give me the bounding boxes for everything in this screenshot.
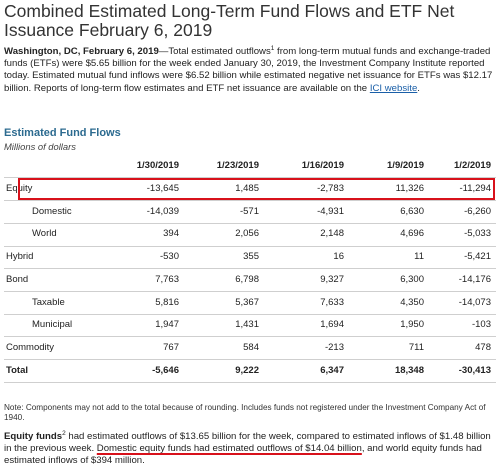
row-label: Bond	[6, 273, 29, 285]
table-cell: 16	[333, 251, 344, 263]
table-cell: 584	[243, 341, 259, 353]
table-note: Note: Components may not add to the tota…	[4, 403, 486, 422]
table-cell: -5,033	[464, 228, 491, 240]
table-cell: -5,421	[464, 251, 491, 263]
table-row: Commodity 767 584 -213 711 478	[4, 337, 496, 359]
table-cell: 394	[163, 228, 179, 240]
intro-text-2: from long-term mutual funds and exchange…	[4, 46, 493, 94]
table-cell: -14,073	[458, 296, 491, 308]
row-divider	[4, 359, 496, 361]
column-header: 1/23/2019	[216, 160, 259, 171]
table-row: Hybrid -530 355 16 11 -5,421	[4, 246, 496, 268]
footnote-mark-2: 2	[62, 429, 66, 437]
intro-paragraph: Washington, DC, February 6, 2019—Total e…	[4, 44, 498, 95]
table-cell: 2,056	[235, 228, 259, 240]
column-header: 1/30/2019	[136, 160, 179, 171]
table-cell: 1,485	[235, 183, 259, 194]
table-cell: -2,783	[317, 183, 344, 194]
table-cell: 1,947	[155, 319, 179, 331]
intro-text-1: —Total estimated outflows	[158, 46, 271, 57]
table-cell: -11,294	[459, 183, 491, 194]
table-cell: -14,176	[458, 273, 491, 285]
row-label: Total	[6, 364, 28, 376]
table-cell: -103	[471, 319, 491, 331]
equity-funds-paragraph: Equity funds2 had estimated outflows of …	[4, 429, 498, 468]
table-cell: -5,646	[152, 364, 179, 376]
table-cell: 9,222	[235, 364, 259, 376]
row-divider	[4, 268, 496, 270]
table-cell: 6,347	[320, 364, 344, 376]
table-cell: 1,694	[320, 319, 344, 331]
table-cell: 11,326	[395, 183, 424, 194]
domestic-equity-highlight: Domestic equity funds had estimated outf…	[96, 443, 362, 455]
page-title: Combined Estimated Long-Term Fund Flows …	[4, 1, 455, 40]
equity-text-2: , and world equity funds had estimated i…	[4, 443, 482, 467]
table-cell: 7,633	[320, 296, 344, 308]
equity-funds-lead: Equity funds	[4, 431, 63, 442]
table-cell: -6,260	[464, 205, 491, 217]
row-divider	[4, 245, 496, 247]
row-divider	[4, 200, 496, 202]
table-divider	[4, 177, 496, 178]
table-cell: -571	[239, 205, 259, 217]
table-cell: 4,696	[400, 228, 424, 240]
footnote-mark-1: 1	[270, 44, 275, 52]
row-divider	[4, 336, 496, 338]
dateline: Washington, DC, February 6, 2019	[4, 46, 159, 57]
table-cell: 9,327	[320, 273, 344, 285]
equity-text-1: had estimated outflows of $13.65 billion…	[4, 431, 491, 455]
table-row: Municipal 1,947 1,431 1,694 1,950 -103	[4, 314, 496, 336]
row-divider	[4, 381, 496, 383]
row-label: Taxable	[32, 296, 65, 308]
table-row: Domestic -14,039 -571 -4,931 6,630 -6,260	[4, 201, 496, 223]
table-cell: 767	[163, 341, 179, 353]
domestic-row-highlight	[18, 178, 495, 200]
table-cell: -13,645	[146, 183, 179, 194]
table-cell: -213	[324, 341, 344, 353]
table-cell: -530	[159, 251, 179, 263]
table-cell: 5,367	[235, 296, 259, 308]
intro-end: .	[417, 82, 420, 94]
table-cell: 6,798	[235, 273, 259, 285]
ici-website-link[interactable]: ICI website	[369, 82, 418, 94]
table-cell: 11	[414, 251, 424, 263]
table-cell: 18,348	[394, 364, 424, 376]
table-cell: 478	[475, 341, 491, 353]
table-cell: -4,931	[317, 205, 344, 217]
table-cell: 4,350	[400, 296, 424, 308]
column-header: 1/2/2019	[454, 160, 491, 171]
row-label: Municipal	[32, 319, 73, 331]
table-cell: 711	[408, 341, 424, 353]
row-divider	[4, 313, 496, 315]
row-label: World	[32, 228, 57, 240]
table-row: Taxable 5,816 5,367 7,633 4,350 -14,073	[4, 292, 496, 314]
table-cell: 6,630	[400, 205, 424, 217]
table-cell: 355	[243, 251, 259, 263]
section-title: Estimated Fund Flows	[4, 127, 121, 139]
table-row: Total -5,646 9,222 6,347 18,348 -30,413	[4, 360, 496, 382]
table-row: Bond 7,763 6,798 9,327 6,300 -14,176	[4, 269, 496, 291]
table-cell: 1,431	[235, 319, 259, 331]
row-divider	[4, 291, 496, 292]
table-row: World 394 2,056 2,148 4,696 -5,033	[4, 223, 496, 245]
table-cell: -14,039	[146, 205, 179, 217]
table-cell: 6,300	[400, 273, 424, 285]
table-cell: -30,413	[458, 364, 491, 376]
table-cell: 2,148	[320, 228, 344, 240]
row-divider	[4, 222, 496, 224]
section-subtitle: Millions of dollars	[4, 141, 76, 152]
table-cell: 1,950	[400, 319, 424, 331]
row-label: Domestic	[32, 205, 72, 217]
column-header: 1/9/2019	[387, 160, 424, 171]
column-header: 1/16/2019	[301, 160, 344, 171]
table-cell: 5,816	[155, 296, 179, 308]
row-label: Commodity	[6, 341, 55, 353]
row-label: Hybrid	[6, 251, 34, 263]
table-cell: 7,763	[155, 273, 179, 285]
